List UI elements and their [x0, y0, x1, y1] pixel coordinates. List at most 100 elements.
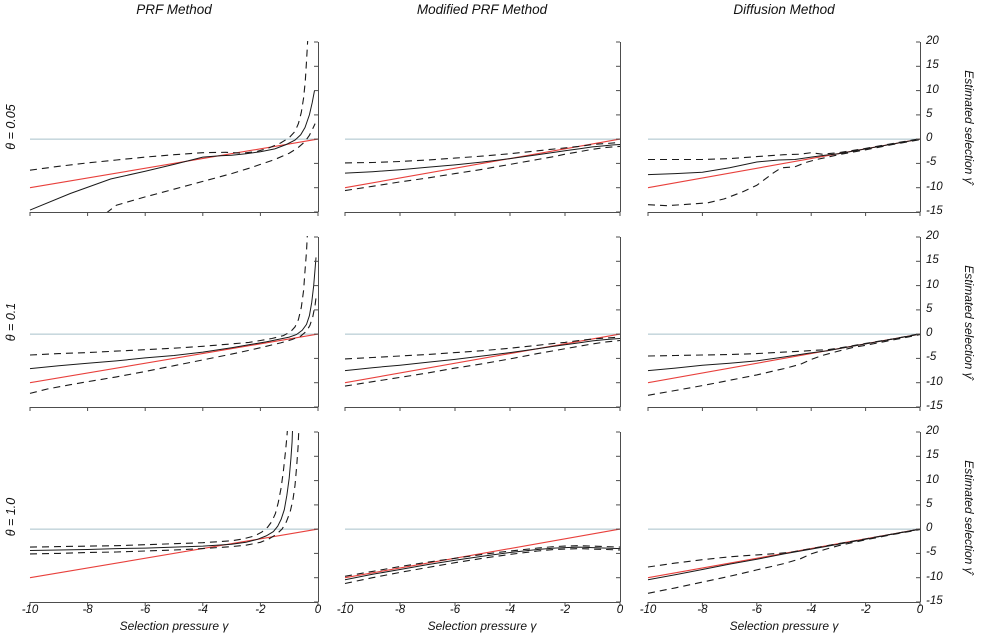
- x-tick-label: -4: [806, 604, 817, 616]
- panel-axes: [344, 236, 621, 411]
- y-tick-label: -15: [926, 205, 943, 217]
- upper-ci-line: [29, 236, 308, 356]
- reference-line: [344, 333, 621, 384]
- column-title-prf: PRF Method: [136, 2, 212, 17]
- panel-axes: [647, 41, 921, 216]
- x-tick-label: -10: [21, 604, 39, 616]
- estimate-line: [29, 431, 293, 551]
- y-axis-label-row3: Estimated selection γ̂: [962, 460, 976, 574]
- lower-ci-line: [344, 548, 621, 585]
- panel-axes: [647, 236, 921, 411]
- panel-Diffusion Method-θ = 0.1: [647, 333, 921, 396]
- y-tick-label: 10: [926, 278, 939, 291]
- upper-ci-line: [29, 431, 288, 548]
- panel-Diffusion Method-θ = 1.0: [647, 528, 921, 594]
- y-tick-label: 10: [926, 473, 939, 486]
- row-label-theta-1.0: θ = 1.0: [4, 497, 18, 537]
- y-tick-label: 15: [926, 449, 939, 462]
- y-tick-label: 15: [926, 59, 939, 72]
- panel-PRF Method-θ = 0.1: [29, 236, 319, 394]
- x-axis-label-col2: Selection pressure γ: [427, 619, 537, 633]
- estimate-line: [344, 338, 621, 372]
- upper-ci-line: [29, 41, 309, 171]
- y-tick-label: -5: [926, 156, 937, 169]
- y-tick-label: 0: [926, 522, 933, 535]
- panel-axes: [344, 431, 621, 606]
- estimate-line: [344, 546, 621, 581]
- y-tick-label: 20: [926, 425, 939, 437]
- reference-line: [29, 333, 319, 384]
- y-tick-label: 15: [926, 254, 939, 267]
- y-tick-label: 5: [926, 497, 933, 510]
- panel-Modified PRF Method-θ = 0.05: [344, 138, 621, 192]
- lower-ci-line: [105, 123, 316, 213]
- y-axis-label-row1: Estimated selection γ̂: [962, 70, 976, 184]
- reference-line: [29, 528, 319, 579]
- y-tick-label: -10: [926, 570, 943, 583]
- x-tick-label: -6: [140, 604, 151, 616]
- y-tick-label: -15: [926, 595, 943, 607]
- lower-ci-line: [29, 431, 300, 555]
- upper-ci-line: [344, 336, 621, 360]
- y-tick-label: 5: [926, 302, 933, 315]
- x-tick-label: -4: [504, 604, 516, 616]
- panel-PRF Method-θ = 0.05: [29, 41, 319, 213]
- upper-ci-line: [344, 141, 621, 164]
- lower-ci-line: [29, 295, 317, 394]
- lower-ci-line: [647, 139, 921, 207]
- y-tick-label: 5: [926, 107, 933, 120]
- x-tick-label: -8: [394, 604, 406, 616]
- x-axis-label-col1: Selection pressure γ: [119, 619, 229, 633]
- lower-ci-line: [344, 339, 621, 387]
- estimate-line: [647, 138, 921, 176]
- estimate-line: [647, 528, 921, 581]
- upper-ci-line: [647, 528, 921, 568]
- reference-line: [344, 528, 621, 579]
- x-tick-label: -4: [197, 604, 208, 616]
- x-tick-label: -8: [697, 604, 708, 616]
- y-tick-label: -5: [926, 351, 937, 364]
- column-title-modified-prf: Modified PRF Method: [416, 2, 548, 17]
- panel-PRF Method-θ = 1.0: [29, 431, 319, 579]
- x-tick-label: -6: [449, 604, 461, 616]
- panel-axes: [29, 236, 319, 411]
- estimate-line: [29, 90, 315, 211]
- upper-ci-line: [648, 138, 921, 161]
- x-tick-label: -8: [82, 604, 93, 616]
- panel-Diffusion Method-θ = 0.05: [647, 138, 921, 207]
- estimate-line: [29, 257, 317, 370]
- x-tick-label: -2: [255, 604, 266, 616]
- x-tick-label: 0: [314, 604, 322, 616]
- y-tick-label: 0: [926, 132, 933, 145]
- y-tick-label: 20: [926, 230, 939, 242]
- x-axis-label-col3: Selection pressure γ: [729, 619, 839, 633]
- lower-ci-line: [344, 145, 621, 192]
- x-tick-label: -10: [336, 604, 354, 616]
- upper-ci-line: [344, 545, 621, 577]
- y-axis-label-row2: Estimated selection γ̂: [962, 265, 976, 379]
- x-tick-label: -2: [559, 604, 571, 616]
- panel-axes: [344, 41, 621, 216]
- lower-ci-line: [647, 529, 921, 594]
- x-tick-label: 0: [916, 604, 924, 616]
- row-label-theta-0.05: θ = 0.05: [4, 104, 18, 150]
- estimate-line: [647, 333, 921, 372]
- y-tick-label: -15: [926, 400, 943, 412]
- y-tick-label: -5: [926, 546, 937, 559]
- x-tick-label: -10: [639, 604, 657, 616]
- x-tick-label: -2: [860, 604, 871, 616]
- reference-line: [29, 138, 319, 189]
- y-tick-label: -10: [926, 375, 943, 388]
- row-label-theta-0.1: θ = 0.1: [4, 302, 18, 342]
- panel-axes: [29, 41, 319, 216]
- upper-ci-line: [647, 333, 921, 357]
- y-tick-label: -10: [926, 180, 943, 193]
- column-title-diffusion: Diffusion Method: [733, 2, 835, 17]
- y-tick-label: 0: [926, 327, 933, 340]
- lower-ci-line: [647, 334, 921, 396]
- x-tick-label: 0: [616, 604, 624, 616]
- panel-axes: [29, 431, 319, 606]
- panel-Modified PRF Method-θ = 0.1: [344, 333, 621, 387]
